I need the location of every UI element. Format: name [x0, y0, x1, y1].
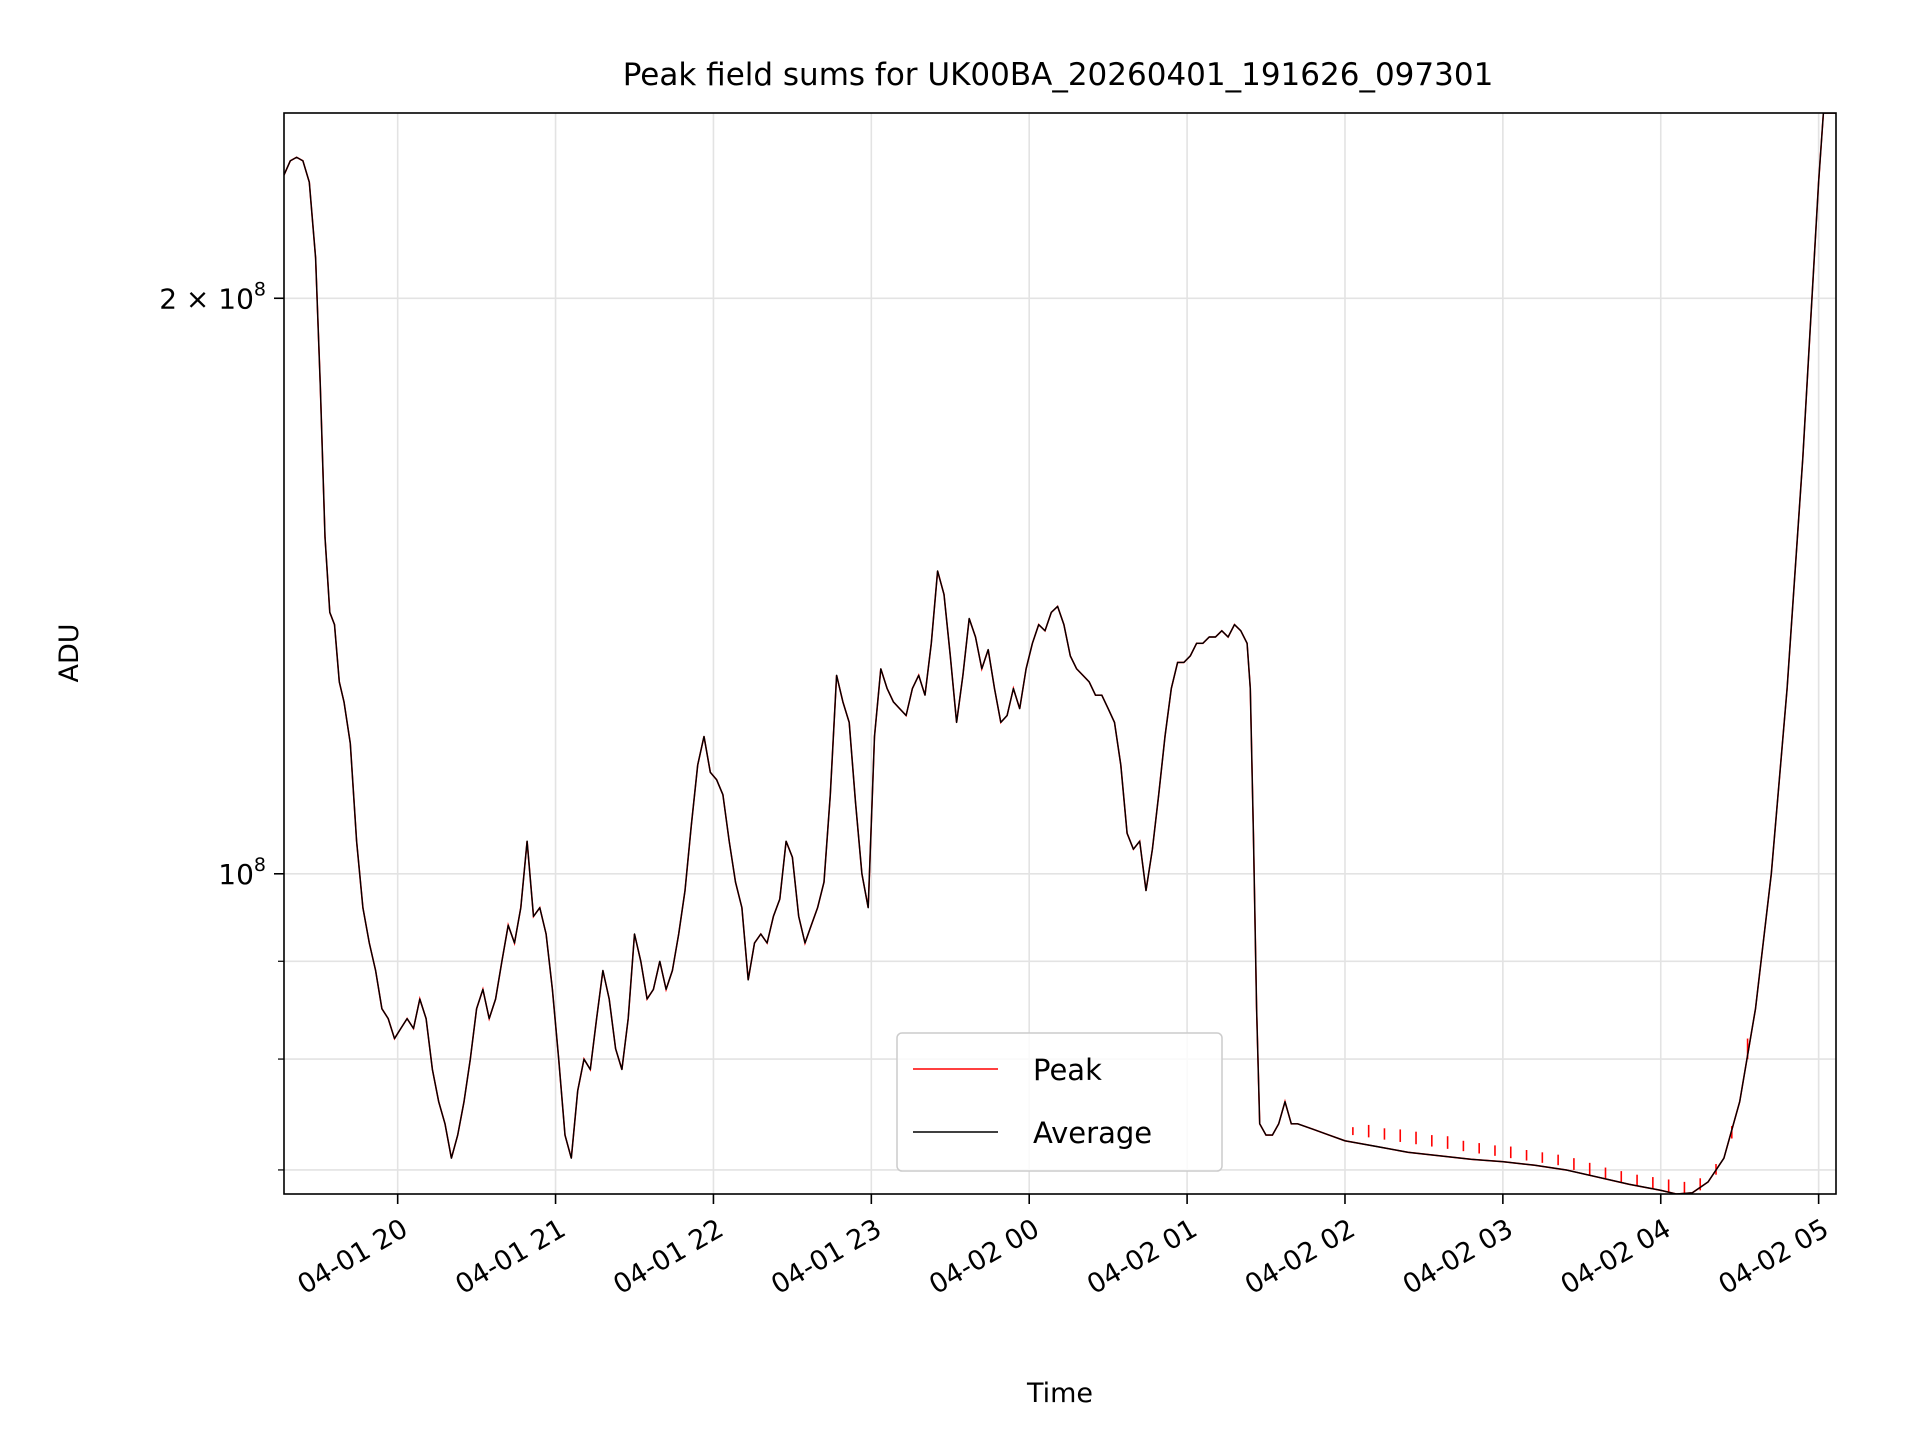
y-tick-label: 108	[218, 854, 266, 891]
series-line-average	[284, 113, 1836, 1194]
legend-box	[896, 1032, 1223, 1172]
series-layer	[284, 113, 1836, 1194]
y-axis-label: ADU	[54, 623, 85, 682]
y-tick-label-exponent: 8	[254, 278, 266, 300]
chart-title: Peak field sums for UK00BA_20260401_1916…	[623, 57, 1494, 93]
legend-peak-label: Peak	[1033, 1053, 1102, 1087]
y-tick-label-base: 2 × 10	[159, 282, 254, 315]
x-axis-label: Time	[1026, 1378, 1093, 1409]
y-tick-label: 2 × 108	[159, 278, 266, 315]
plot-frame	[283, 112, 1837, 1195]
legend-average-label: Average	[1033, 1116, 1152, 1150]
y-tick-label-base: 10	[218, 858, 254, 891]
legend: Peak Average	[896, 1032, 1223, 1172]
y-tick-label-exponent: 8	[254, 854, 266, 876]
